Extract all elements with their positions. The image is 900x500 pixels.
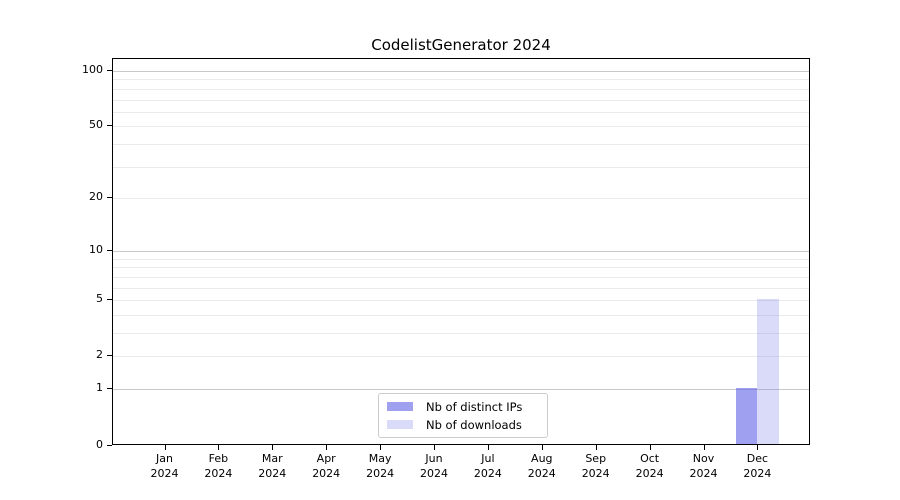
x-tick-mark bbox=[541, 445, 543, 450]
x-tick-label: Aug 2024 bbox=[527, 452, 556, 480]
x-tick-label: Jul 2024 bbox=[473, 452, 502, 480]
y-tick-mark bbox=[107, 444, 112, 446]
y-tick-label: 10 bbox=[89, 242, 103, 256]
gridline-minor bbox=[113, 287, 809, 289]
gridline-minor bbox=[113, 267, 809, 269]
plot-area bbox=[112, 58, 810, 445]
x-tick-mark bbox=[272, 445, 274, 450]
gridline-minor bbox=[113, 300, 809, 302]
gridline-minor bbox=[113, 258, 809, 260]
y-tick-label: 0 bbox=[96, 437, 103, 451]
gridline-minor bbox=[113, 198, 809, 200]
y-tick-label: 50 bbox=[89, 118, 103, 132]
y-tick-label: 20 bbox=[89, 190, 103, 204]
gridline-minor bbox=[113, 314, 809, 316]
y-tick-mark bbox=[107, 70, 112, 71]
x-tick-mark bbox=[218, 445, 220, 450]
legend-swatch bbox=[387, 420, 413, 429]
x-tick-label: Feb 2024 bbox=[204, 452, 233, 480]
y-tick-mark bbox=[107, 249, 112, 251]
x-tick-label: Apr 2024 bbox=[312, 452, 341, 480]
chart-title: CodelistGenerator 2024 bbox=[371, 36, 551, 54]
gridline-minor bbox=[113, 333, 809, 334]
y-tick-label: 5 bbox=[96, 292, 103, 306]
x-tick-mark bbox=[434, 445, 435, 450]
legend-item: Nb of distinct IPs bbox=[387, 400, 547, 414]
x-tick-mark bbox=[326, 445, 328, 450]
x-tick-label: Sep 2024 bbox=[581, 452, 610, 480]
x-tick-mark bbox=[703, 445, 705, 450]
gridline-minor bbox=[113, 111, 809, 113]
x-tick-label: Jun 2024 bbox=[420, 452, 448, 480]
x-tick-mark bbox=[164, 445, 166, 450]
x-tick-mark bbox=[757, 445, 759, 450]
bar-downloads bbox=[757, 299, 779, 445]
gridline-minor bbox=[113, 99, 809, 101]
gridline-minor bbox=[113, 79, 809, 81]
x-tick-mark bbox=[595, 445, 597, 450]
legend-label: Nb of downloads bbox=[426, 417, 522, 432]
x-tick-mark bbox=[487, 445, 489, 450]
y-tick-label: 2 bbox=[96, 348, 103, 362]
x-tick-label: May 2024 bbox=[366, 452, 395, 480]
legend-item: Nb of downloads bbox=[387, 418, 547, 432]
gridline-minor bbox=[113, 88, 809, 90]
gridline-minor bbox=[113, 356, 809, 358]
gridline-minor bbox=[113, 144, 809, 146]
y-tick-mark bbox=[107, 388, 112, 390]
gridline-major bbox=[113, 250, 809, 252]
x-tick-mark bbox=[380, 445, 382, 450]
legend-label: Nb of distinct IPs bbox=[426, 399, 523, 414]
x-tick-label: Mar 2024 bbox=[258, 452, 287, 480]
gridline-minor bbox=[113, 126, 809, 128]
y-tick-label: 1 bbox=[96, 381, 103, 395]
y-tick-mark bbox=[107, 355, 112, 357]
x-tick-label: Oct 2024 bbox=[635, 452, 664, 480]
y-tick-label: 100 bbox=[82, 63, 103, 76]
y-tick-mark bbox=[107, 125, 112, 127]
x-tick-label: Dec 2024 bbox=[743, 452, 772, 480]
x-tick-label: Nov 2024 bbox=[689, 452, 718, 480]
y-tick-mark bbox=[107, 197, 112, 199]
x-tick-label: Jan 2024 bbox=[150, 452, 179, 480]
legend-swatch bbox=[387, 402, 413, 411]
bar-distinct-ips bbox=[735, 388, 758, 445]
x-tick-mark bbox=[649, 445, 651, 450]
gridline-major bbox=[113, 71, 809, 72]
gridline-major bbox=[113, 389, 809, 391]
y-tick-mark bbox=[107, 299, 112, 301]
gridline-minor bbox=[113, 166, 809, 168]
gridline-minor bbox=[113, 276, 809, 278]
legend: Nb of distinct IPs Nb of downloads bbox=[378, 393, 548, 438]
